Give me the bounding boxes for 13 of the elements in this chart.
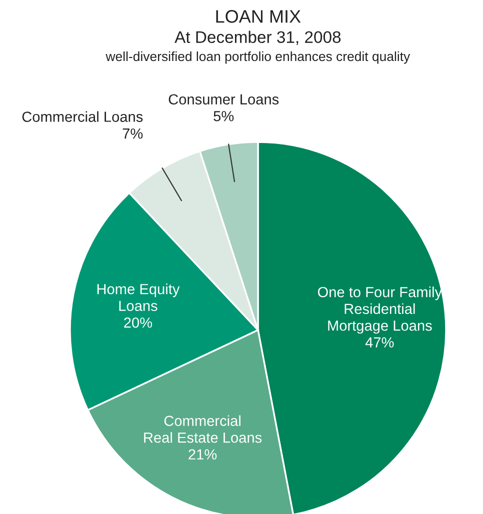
data-label: 7% (122, 128, 143, 139)
slice-label: Commercial Loans (22, 111, 143, 122)
chart-subtitle: At December 31, 2008 (174, 30, 341, 45)
data-label: 47% (365, 337, 394, 348)
slice-label: Consumer Loans (168, 94, 279, 105)
text: well-diversified loan portfolio enhances credit quality (106, 51, 410, 64)
data-label: 5% (214, 111, 234, 122)
data-label: 20% (124, 317, 152, 328)
slice-label: Home Equity Loans (97, 284, 180, 312)
data-label: 21% (188, 449, 217, 460)
slice-label: Commercial Real Estate Loans (144, 415, 262, 443)
slice-label: One to Four Family Residential Mortgage Loans (318, 286, 442, 334)
chart-title: LOAN MIX (216, 10, 301, 23)
